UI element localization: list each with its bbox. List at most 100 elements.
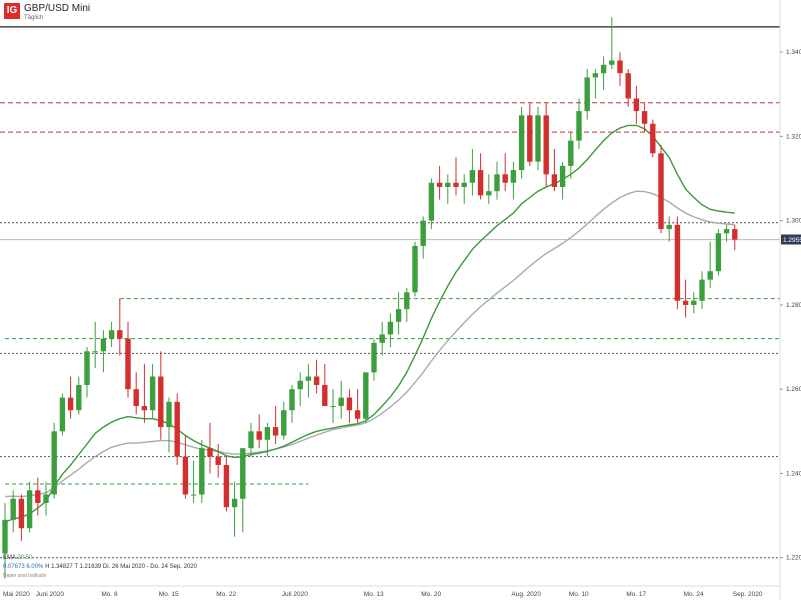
candle-body-20 [166, 401, 172, 428]
y-tick-label-6: 1.22000 [786, 555, 801, 562]
candle-body-72 [592, 73, 599, 78]
candle-body-86 [707, 271, 713, 280]
candle-body-76 [625, 73, 631, 99]
candle-body-73 [600, 64, 607, 74]
x-tick-label-2: Mo. 8 [101, 591, 118, 598]
candle-body-8 [67, 397, 74, 411]
candle-body-14 [117, 330, 123, 339]
x-tick-label-3: Mo. 15 [159, 591, 179, 598]
candle-body-9 [76, 384, 82, 411]
x-tick-label-7: Mo. 20 [421, 591, 441, 598]
candle-body-88 [723, 229, 730, 234]
candle-body-49 [404, 292, 410, 310]
candle-body-44 [363, 372, 369, 419]
x-tick-label-1: Juni 2020 [36, 591, 65, 598]
candle-body-28 [231, 498, 238, 508]
x-tick-label-4: Mo. 22 [216, 591, 236, 598]
candle-body-83 [682, 300, 689, 305]
x-tick-label-0: Mai 2020 [3, 591, 30, 598]
candle-body-58 [477, 170, 484, 196]
candle-body-55 [453, 182, 459, 187]
y-tick-label-4: 1.26000 [786, 386, 801, 393]
candle-body-59 [486, 191, 492, 196]
candle-body-42 [346, 397, 353, 411]
candle-body-19 [158, 376, 164, 428]
disclaimer-note: Daten sind indikativ [3, 573, 47, 579]
candle-body-47 [387, 321, 394, 335]
candle-body-10 [84, 351, 90, 385]
change-percent: 6.00% [26, 564, 44, 570]
candle-body-78 [641, 111, 648, 124]
x-tick-label-6: Mo. 13 [364, 591, 384, 598]
current-price-label: 1.29553 [781, 234, 801, 245]
candle-body-0 [2, 519, 8, 554]
candle-body-75 [617, 60, 623, 74]
candle-body-64 [527, 115, 533, 162]
candle-body-27 [223, 465, 230, 508]
x-axis: Mai 2020 Juni 2020 Mo. 8 Mo. 15 Mo. 22 Juli 2… [0, 585, 780, 598]
timeframe-label: Täglich [24, 15, 44, 21]
indicator-info: EMA 20 50 0.07673 6.00% H 1.34827 T 1.21… [3, 554, 197, 581]
current-price-text: 1.29553 [783, 237, 801, 244]
candle-body-51 [420, 220, 426, 246]
current-price-box [781, 234, 801, 245]
candle-body-26 [215, 456, 221, 466]
candle-body-66 [543, 115, 549, 175]
x-tick-label-11: Mo. 24 [684, 591, 704, 598]
ema-50-line [4, 190, 735, 498]
candle-body-22 [182, 456, 189, 495]
ig-logo: IG [4, 3, 20, 19]
candle-body-6 [51, 431, 57, 495]
ema-lines [4, 124, 735, 523]
candle-body-79 [650, 123, 656, 154]
candle-body-82 [674, 224, 681, 301]
candle-body-61 [502, 174, 508, 183]
candle-body-63 [518, 115, 525, 171]
candle-body-68 [559, 165, 566, 187]
x-tick-label-5: Juli 2020 [282, 591, 308, 598]
low-value: T 1.21639 [74, 564, 102, 570]
candle-body-65 [535, 115, 541, 162]
ema-20-value: 20 [17, 555, 25, 561]
indicator-label: EMA [3, 555, 16, 561]
candle-body-45 [371, 342, 377, 373]
candle-body-40 [330, 406, 336, 408]
candle-body-25 [207, 448, 213, 457]
candles [2, 17, 738, 579]
ema-20-line [4, 124, 735, 523]
candle-body-24 [199, 448, 205, 495]
candle-body-2 [18, 498, 25, 529]
candle-body-13 [108, 330, 115, 339]
candle-body-89 [732, 229, 738, 240]
candle-body-34 [281, 410, 287, 436]
y-tick-label-5: 1.24000 [786, 470, 801, 477]
candle-body-31 [256, 431, 262, 440]
candle-body-48 [395, 309, 402, 322]
candle-body-5 [43, 494, 49, 503]
candle-body-17 [141, 406, 148, 411]
candle-body-4 [35, 490, 41, 503]
y-tick-label-2: 1.30000 [786, 218, 801, 225]
candle-body-81 [666, 224, 672, 230]
candle-body-53 [436, 182, 443, 187]
candle-body-7 [59, 397, 66, 432]
candle-body-87 [715, 233, 722, 272]
candle-body-77 [633, 98, 640, 112]
candle-body-54 [445, 182, 451, 187]
candle-body-74 [609, 60, 615, 65]
x-tick-label-8: Aug. 2020 [511, 591, 541, 598]
candle-body-69 [568, 140, 574, 166]
candle-body-33 [272, 427, 279, 436]
candle-body-36 [297, 380, 303, 390]
candle-body-29 [240, 448, 246, 499]
candle-body-11 [92, 351, 98, 353]
y-tick-label-1: 1.32000 [786, 133, 801, 140]
candle-body-15 [125, 338, 131, 390]
y-tick-label-3: 1.28000 [786, 302, 801, 309]
candle-body-67 [551, 174, 558, 187]
candle-body-52 [428, 182, 435, 221]
candle-body-84 [691, 300, 697, 305]
candle-body-16 [133, 389, 139, 407]
high-value: H 1.34827 [45, 564, 73, 570]
